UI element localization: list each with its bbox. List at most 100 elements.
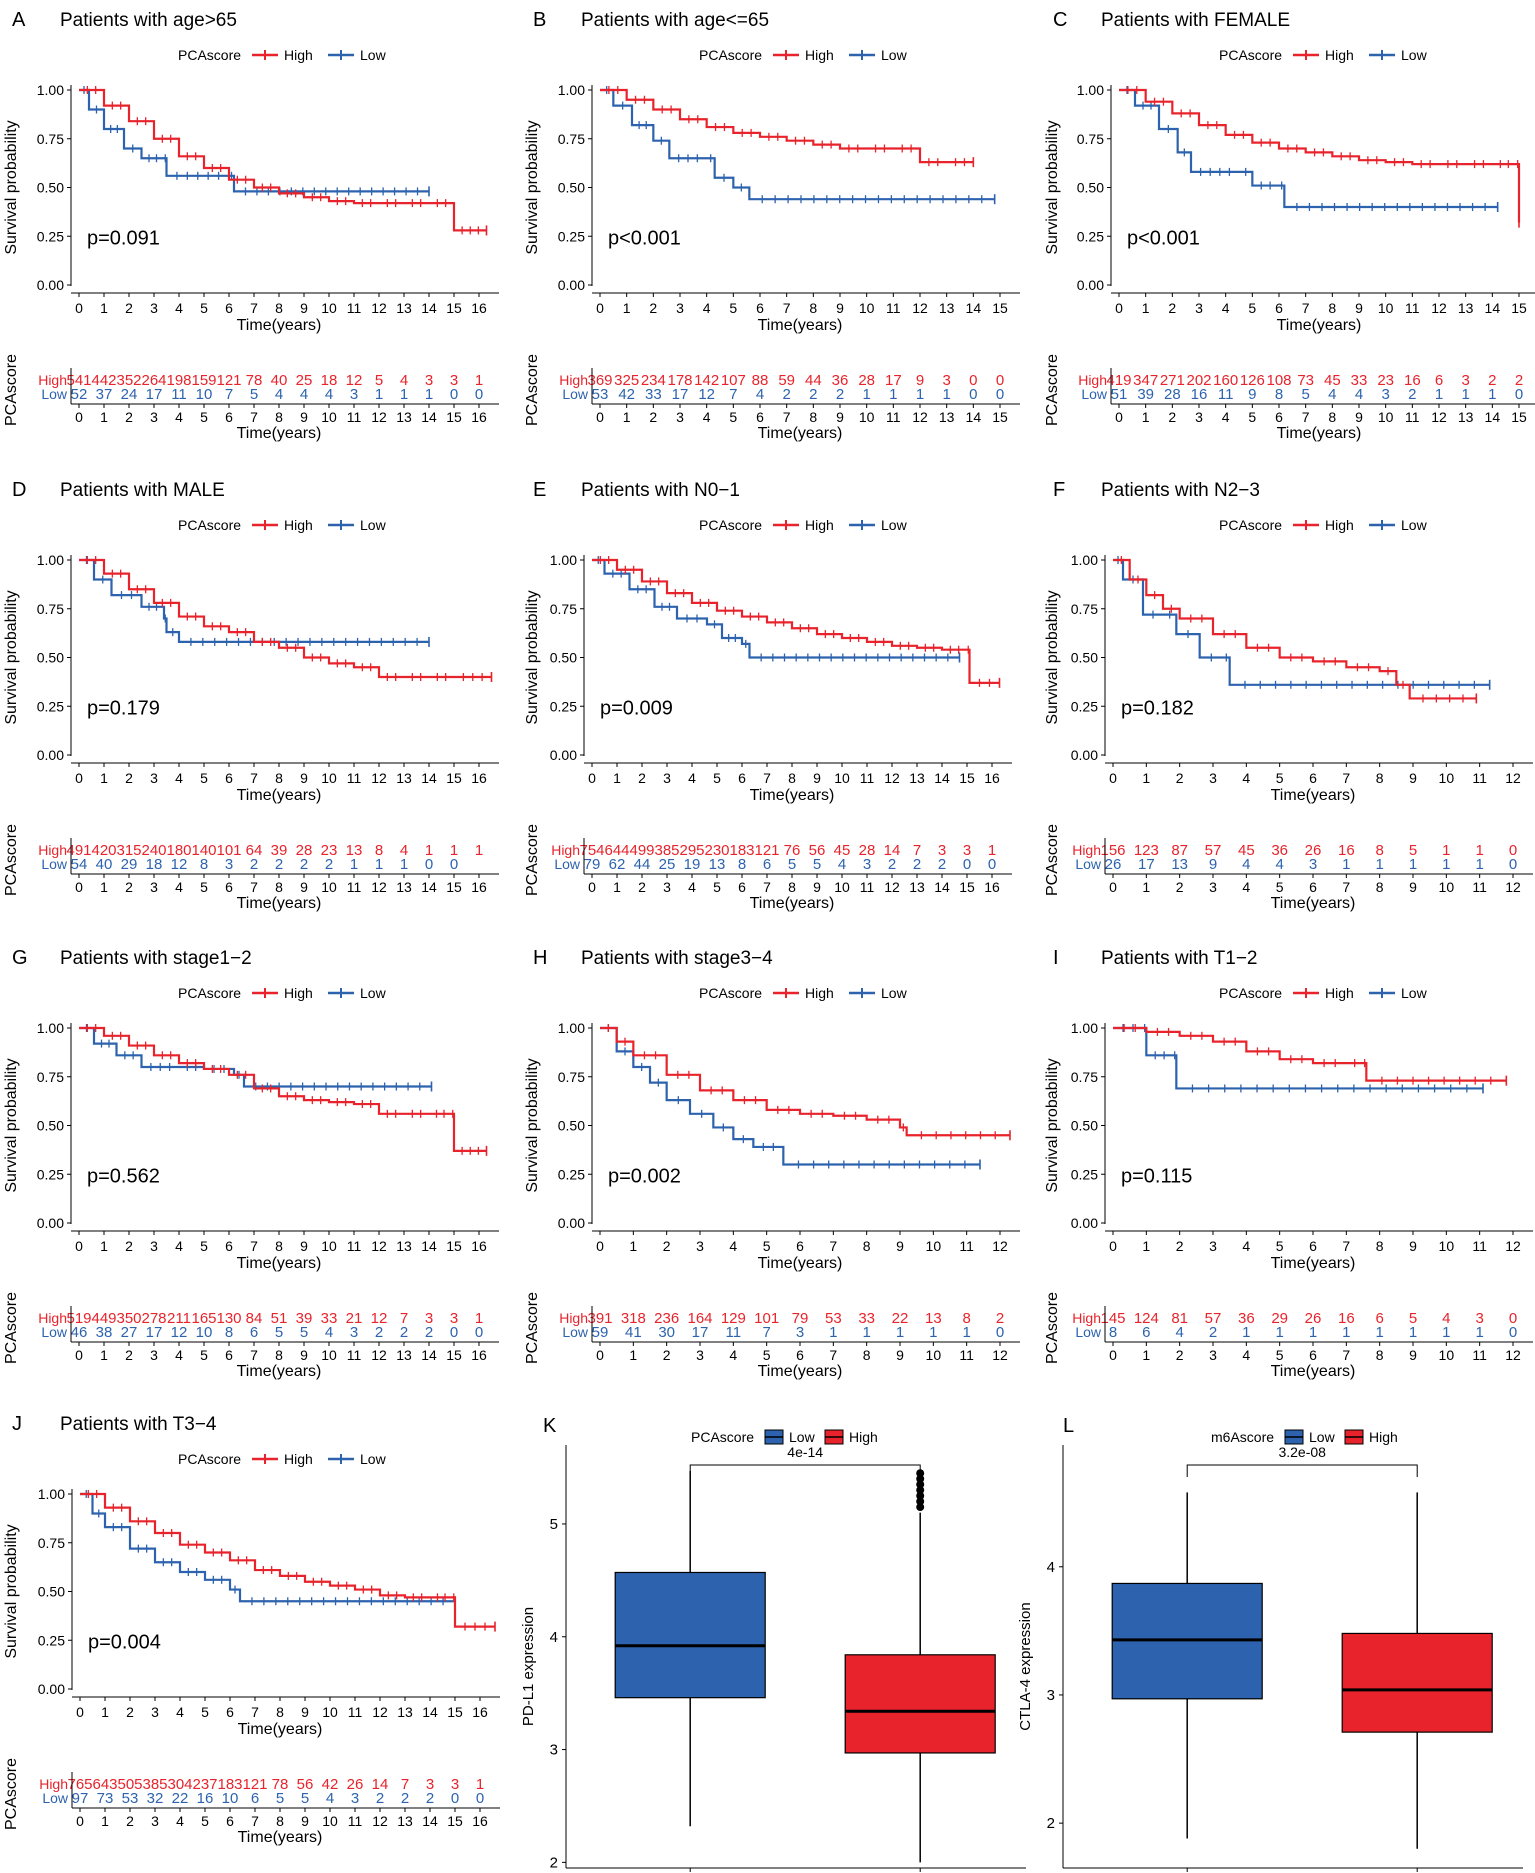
y-tick-label: 0.75	[1071, 1069, 1098, 1085]
km-curve-high	[592, 558, 1000, 684]
x-tick-label: 8	[1376, 1238, 1384, 1254]
risk-x-tick-label: 13	[909, 879, 925, 895]
risk-count-low: 33	[645, 386, 662, 403]
y-tick-label: 1.00	[558, 1020, 585, 1036]
legend-label-low: Low	[360, 517, 387, 533]
risk-count-low: 1	[425, 386, 433, 403]
y-tick-label: 0.00	[1077, 277, 1104, 293]
risk-count-low: 1	[375, 856, 383, 873]
x-tick-label: 4	[175, 1238, 183, 1254]
x-tick-label: 10	[1378, 300, 1394, 316]
x-tick-label: 6	[1309, 770, 1317, 786]
risk-x-tick-label: 2	[1176, 879, 1184, 895]
risk-count-high: 325	[614, 372, 639, 389]
risk-x-tick-label: 1	[100, 879, 108, 895]
risk-x-tick-label: 7	[250, 1347, 258, 1363]
risk-x-tick-label: 1	[623, 409, 631, 425]
risk-count-low: 2	[426, 1790, 434, 1807]
risk-x-tick-label: 12	[371, 409, 387, 425]
x-tick-label: 12	[371, 770, 387, 786]
p-value: p=0.009	[600, 697, 673, 719]
risk-count-low: 0	[451, 1790, 459, 1807]
p-value: p<0.001	[608, 227, 681, 249]
km-curve-high	[79, 558, 492, 679]
risk-count-high: 1	[476, 1776, 484, 1793]
risk-count-low: 1	[1275, 1324, 1283, 1341]
risk-x-tick-label: 12	[371, 879, 387, 895]
risk-count-low: 6	[250, 1324, 258, 1341]
risk-x-axis-label: Time(years)	[237, 1363, 322, 1380]
x-tick-label: 9	[300, 770, 308, 786]
legend-label-high: High	[284, 517, 313, 533]
risk-count-high: 53	[825, 1310, 842, 1327]
risk-count-high: 12	[371, 1310, 388, 1327]
risk-count-low: 6	[1142, 1324, 1150, 1341]
risk-row-label-low: Low	[1075, 1324, 1102, 1340]
p-value: p=0.091	[87, 227, 160, 249]
risk-count-high: 45	[1238, 842, 1255, 859]
risk-count-low: 0	[996, 386, 1004, 403]
risk-count-high: 318	[621, 1310, 646, 1327]
x-tick-label: 4	[1242, 770, 1250, 786]
box-outlier	[916, 1480, 925, 1489]
risk-x-tick-label: 15	[992, 409, 1008, 425]
risk-count-high: 198	[166, 372, 191, 389]
risk-count-low: 10	[196, 1324, 213, 1341]
x-tick-label: 7	[1302, 300, 1310, 316]
x-axis-label: Time(years)	[1271, 1255, 1356, 1272]
risk-count-low: 0	[475, 1324, 483, 1341]
risk-count-low: 18	[146, 856, 163, 873]
x-tick-label: 1	[101, 1704, 109, 1720]
y-axis-label: Survival probability	[524, 1058, 541, 1192]
x-tick-label: 7	[250, 1238, 258, 1254]
risk-count-high: 1	[1442, 842, 1450, 859]
risk-count-low: 3	[863, 856, 871, 873]
risk-x-tick-label: 11	[959, 1347, 974, 1363]
risk-x-tick-label: 4	[176, 1813, 184, 1829]
box-outlier	[916, 1474, 925, 1483]
risk-count-high: 2	[1515, 372, 1523, 389]
risk-x-tick-label: 8	[1376, 879, 1384, 895]
x-tick-label: 1	[623, 300, 631, 316]
risk-count-high: 26	[347, 1776, 364, 1793]
x-tick-label: 3	[1195, 300, 1203, 316]
x-tick-label: 9	[1409, 1238, 1417, 1254]
y-tick-label: 0.00	[37, 747, 64, 763]
x-tick-label: 13	[396, 300, 412, 316]
risk-count-low: 0	[425, 856, 433, 873]
risk-count-high: 202	[1186, 372, 1211, 389]
risk-count-high: 160	[1213, 372, 1238, 389]
risk-count-high: 3	[425, 372, 433, 389]
risk-count-low: 5	[250, 386, 258, 403]
risk-count-high: 23	[321, 842, 338, 859]
x-tick-label: 16	[984, 770, 1000, 786]
y-tick-label: 0.25	[37, 228, 64, 244]
risk-row-label-high: High	[38, 372, 67, 388]
x-tick-label: 5	[713, 770, 721, 786]
box-outlier	[916, 1486, 925, 1495]
risk-count-low: 5	[1301, 386, 1309, 403]
risk-count-low: 59	[592, 1324, 609, 1341]
y-tick-label: 1.00	[558, 82, 585, 98]
risk-count-low: 97	[72, 1790, 89, 1807]
y-tick-label: 0.50	[1071, 1118, 1098, 1134]
risk-x-tick-label: 16	[471, 409, 487, 425]
panel-letter: G	[12, 947, 28, 969]
y-tick-label: 0.25	[37, 1166, 64, 1182]
risk-x-tick-label: 5	[200, 879, 208, 895]
x-tick-label: 1	[1142, 300, 1150, 316]
risk-x-tick-label: 3	[676, 409, 684, 425]
risk-x-tick-label: 0	[1109, 1347, 1117, 1363]
x-tick-label: 1	[629, 1238, 637, 1254]
y-axis-label: Survival probability	[1044, 1058, 1061, 1192]
risk-x-tick-label: 12	[1505, 879, 1521, 895]
x-tick-label: 16	[471, 300, 487, 316]
x-tick-label: 13	[939, 300, 955, 316]
risk-table-ylabel: PCAscore	[524, 354, 541, 426]
y-tick-label: 0.25	[1071, 1166, 1098, 1182]
risk-count-low: 1	[350, 856, 358, 873]
x-tick-label: 14	[421, 300, 437, 316]
risk-x-axis-label: Time(years)	[758, 425, 843, 442]
x-tick-label: 13	[396, 770, 412, 786]
